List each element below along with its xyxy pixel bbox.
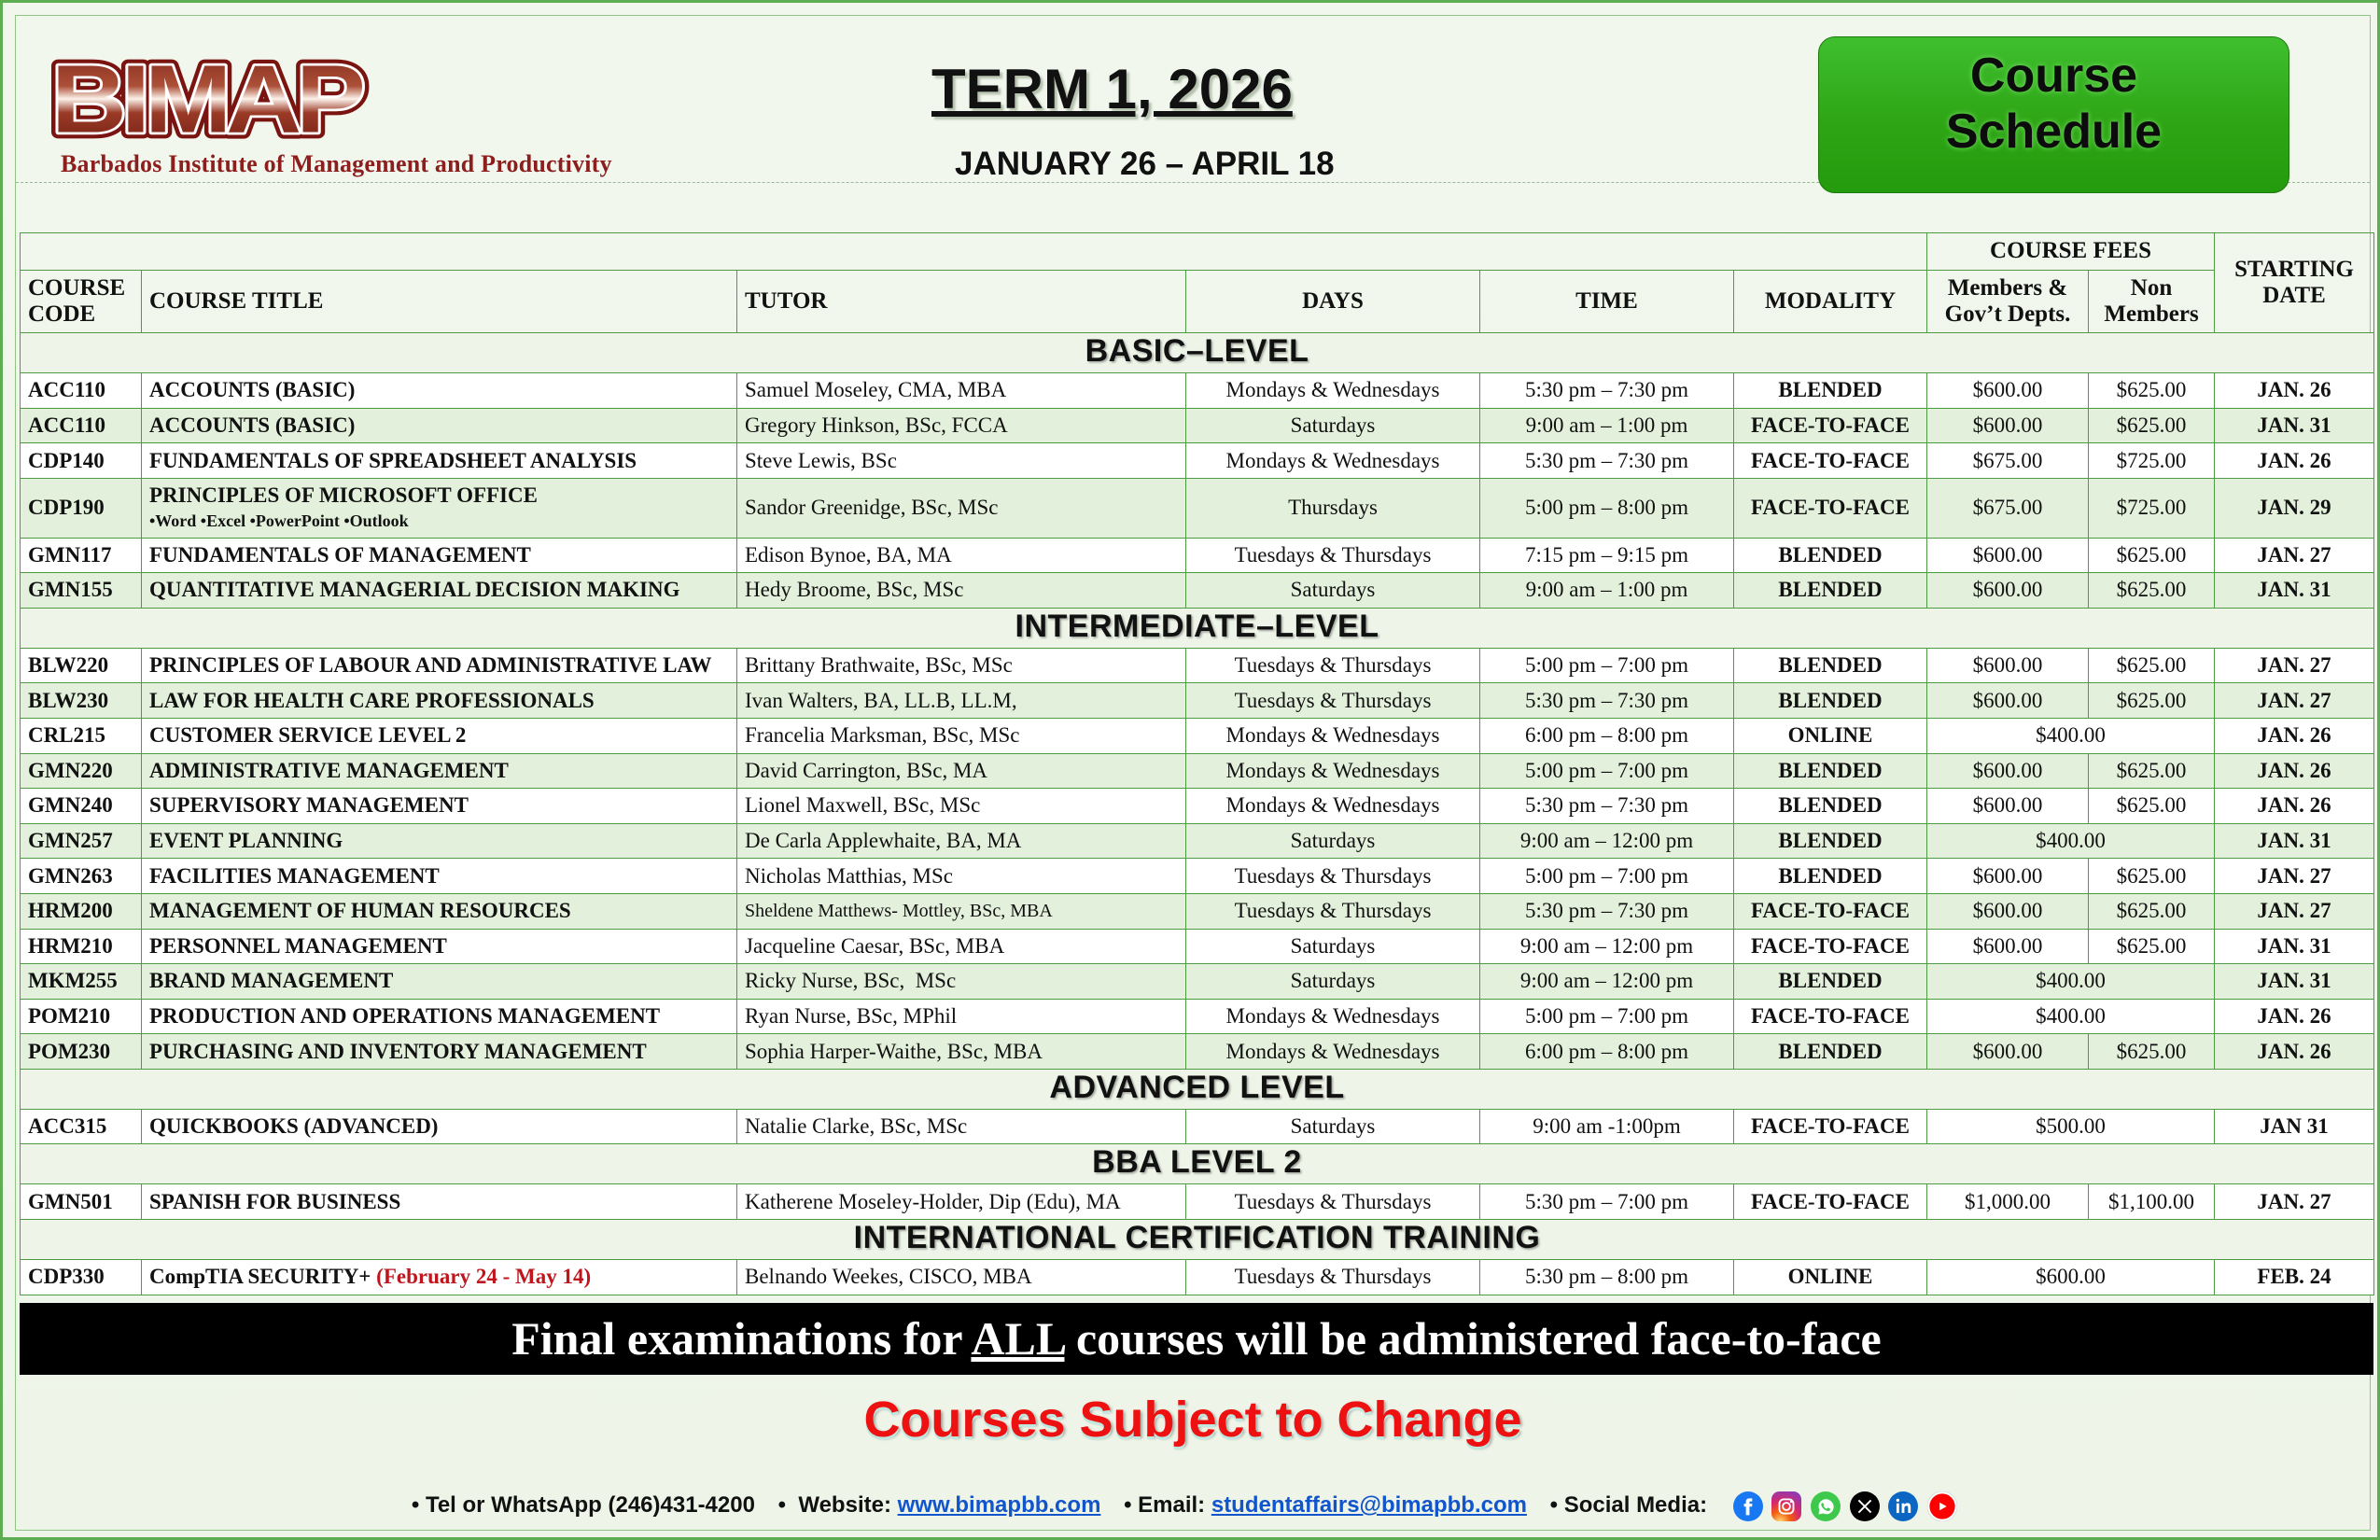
svg-text:BIMAP: BIMAP [51, 46, 363, 153]
